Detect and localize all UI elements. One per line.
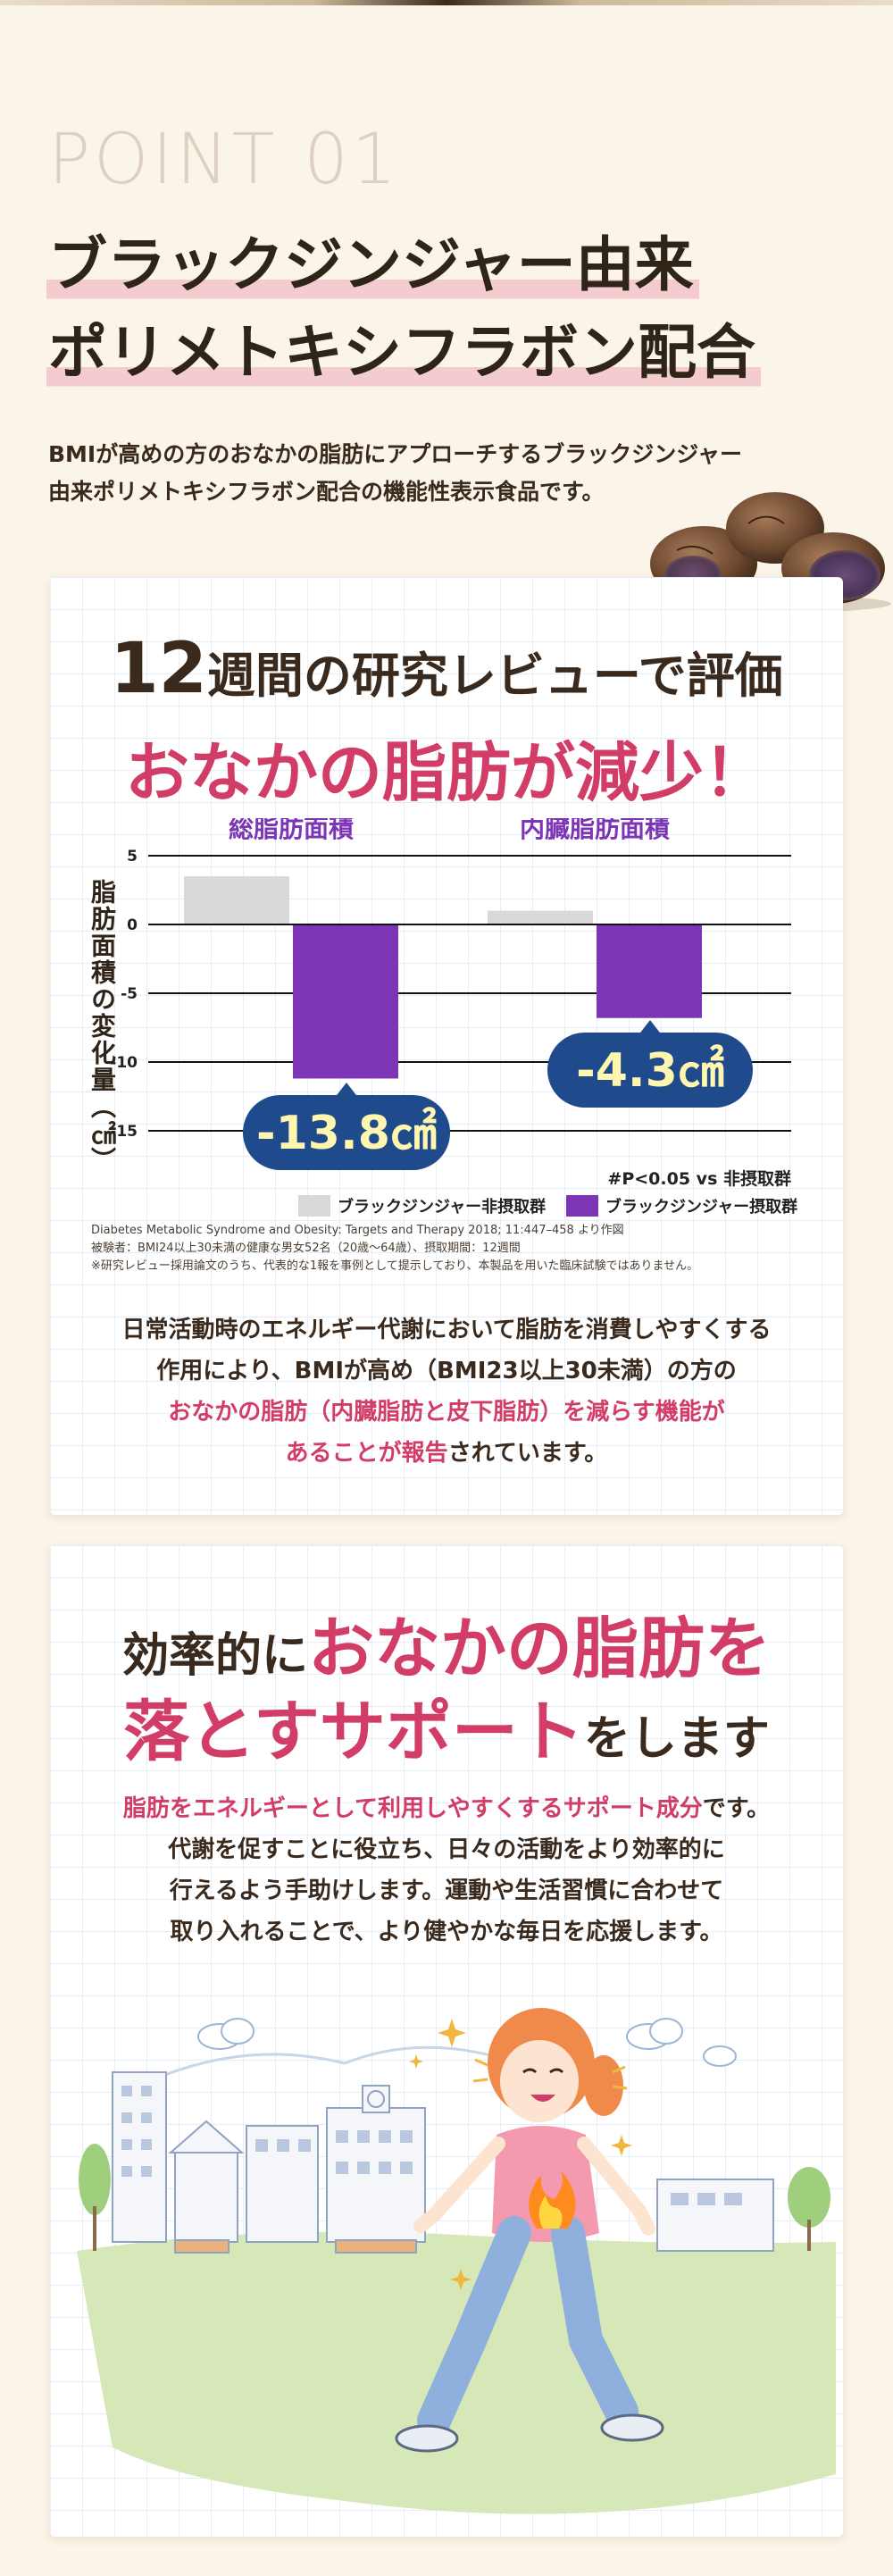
bar-treated [293,924,398,1079]
cloud-icon [197,2018,737,2067]
study-desc-line3: おなかの脂肪（内臓脂肪と皮下脂肪）を減らす機能が [168,1399,725,1426]
bar-control [488,910,593,924]
y-tick-label: -10 [110,1054,138,1072]
fat-area-bar-chart: 5 0 -5 -10 -15 総脂肪面積 内臓脂肪面積 -13.8㎠ -4.3㎠ #P<0.05 … [110,818,797,1217]
support-title-pink2: 落とすサポート [123,1693,584,1770]
study-highlight-title: おなかの脂肪が減少！ [124,735,768,810]
significance-note: #P<0.05 vs 非摂取群 [607,1168,791,1189]
study-review-card: 12週間の研究レビューで評価 おなかの脂肪が減少！ 脂肪面積の変化量（㎠） 5 0… [50,577,843,1515]
study-description: 日常活動時のエネルギー代謝において脂肪を消費しやすくする 作用により、BMIが高… [50,1309,843,1474]
support-desc-line1: 脂肪をエネルギーとして利用しやすくするサポート成分です。 [50,1788,843,1829]
bar-treated [597,924,702,1018]
support-title: 効率的におなかの脂肪を 落とすサポートをします [50,1608,843,1773]
support-title-pink1: おなかの脂肪を [308,1610,771,1687]
walking-woman-illustration [77,2008,836,2514]
callout-pointer [334,1083,359,1099]
support-desc-line1-rest: です。 [702,1795,771,1822]
support-description: 脂肪をエネルギーとして利用しやすくするサポート成分です。 代謝を促すことに役立ち… [50,1788,843,1953]
value-callout-text: -4.3㎠ [576,1044,724,1098]
study-desc-line1: 日常活動時のエネルギー代謝において脂肪を消費しやすくする [121,1317,772,1343]
source-citation: Diabetes Metabolic Syndrome and Obesity:… [91,1224,624,1237]
chart-y-axis-label: 脂肪面積の変化量（㎠） [88,879,117,1174]
callout-pointer [638,1020,663,1036]
study-title-rest: 週間の研究レビューで評価 [206,648,783,704]
support-desc-line4: 取り入れることで、より健やかな毎日を応援します。 [170,1919,723,1945]
study-desc-line4-pink: あることが報告 [285,1440,448,1467]
category-label: 内臓脂肪面積 [520,818,670,843]
top-product-strip [0,0,893,5]
support-title-post: をします [583,1711,770,1766]
y-tick-label: 5 [127,848,138,866]
tree-icon [79,2144,830,2251]
headline-line1: ブラックジンジャー由来 [46,230,868,305]
y-tick-label: 0 [127,916,138,934]
legend-label-treated: ブラックジンジャー摂取群 [605,1197,797,1217]
lead-line2: 由来ポリメトキシフラボン配合の機能性表示食品です。 [48,479,605,505]
legend-label-control: ブラックジンジャー非摂取群 [338,1197,546,1217]
study-desc-line4: あることが報告されています。 [50,1433,843,1474]
y-tick-label: -5 [121,985,138,1003]
lead-text: BMIが高めの方のおなかの脂肪にアプローチするブラックジンジャー 由来ポリメトキ… [48,436,852,511]
support-title-pre: 効率的に [121,1629,308,1683]
fire-icon [529,2170,576,2229]
sparkle-icon [409,2019,632,2290]
headline-line2-text: ポリメトキシフラボン配合 [46,318,761,392]
value-callout-text: -13.8㎠ [256,1107,437,1160]
value-callout [547,1033,753,1108]
study-title: 12週間の研究レビューで評価 [50,629,843,709]
headline-line2: ポリメトキシフラボン配合 [46,318,868,392]
support-desc-line1-pink: 脂肪をエネルギーとして利用しやすくするサポート成分 [122,1795,703,1822]
support-desc-line3: 行えるよう手助けします。運動や生活習慣に合わせて [169,1878,724,1904]
legend-swatch-treated [566,1195,598,1217]
study-weeks-number: 12 [110,629,207,709]
support-card: 効率的におなかの脂肪を 落とすサポートをします 脂肪をエネルギーとして利用しやす… [50,1545,843,2537]
headline-line1-text: ブラックジンジャー由来 [46,230,699,305]
lead-line1: BMIが高めの方のおなかの脂肪にアプローチするブラックジンジャー [48,441,742,467]
city-skyline-illustration [112,2071,774,2252]
source-disclaimer: ※研究レビュー採用論文のうち、代表的な1報を事例として提示しており、本製品を用い… [91,1259,699,1273]
support-title-line1: 効率的におなかの脂肪を [50,1608,843,1691]
support-title-line2: 落とすサポートをします [50,1691,843,1774]
study-source: Diabetes Metabolic Syndrome and Obesity:… [91,1222,823,1275]
support-desc-line2: 代謝を促すことに役立ち、日々の活動をより効率的に [168,1836,725,1863]
legend-swatch-control [298,1195,330,1217]
value-callout [243,1095,450,1170]
woman-figure [395,2008,664,2453]
point-label: POINT 01 [48,120,400,200]
category-label: 総脂肪面積 [229,818,354,843]
study-desc-line4-rest: されています。 [447,1440,608,1467]
study-desc-line2: 作用により、BMIが高め（BMI23以上30未満）の方の [156,1358,737,1384]
bar-control [184,876,289,924]
source-subjects: 被験者：BMI24以上30未満の健康な男女52名（20歳〜64歳）、摂取期間：1… [91,1242,521,1255]
y-tick-label: -15 [110,1123,138,1141]
